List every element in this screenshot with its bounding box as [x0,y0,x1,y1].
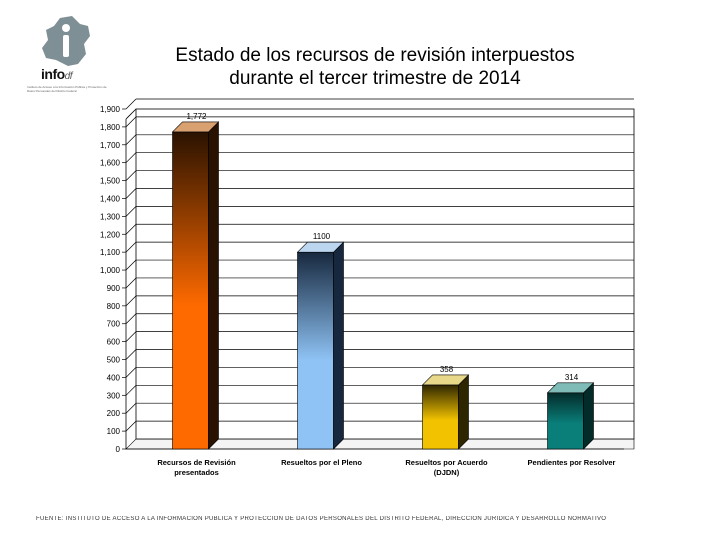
y-tick-label: 1,500 [100,177,121,186]
category-label: Pendientes por Resolver [528,458,616,467]
y-tick-label: 1,000 [100,266,121,275]
bar-front [547,392,584,450]
gridline-depth [125,313,137,324]
gridline-depth [125,349,137,360]
y-tick-label: 800 [107,302,121,311]
bar-front [422,384,459,450]
y-tick-label: 200 [107,409,121,418]
data-label: 314 [565,373,579,382]
y-tick-label: 400 [107,373,121,382]
logo-info-stem [63,35,69,57]
bar-side [208,121,219,450]
category-label: Resueltos por el Pleno [281,458,362,467]
gridline-depth [125,116,137,128]
category-label: (DJDN) [434,468,460,477]
chart-title: Estado de los recursos de revisión inter… [130,44,620,90]
bar-side [333,241,344,450]
y-tick-label: 1,200 [100,230,121,239]
gridline-depth [125,295,137,307]
y-tick-label: 1,100 [100,248,121,257]
gridline-depth [125,259,137,271]
data-label: 358 [440,365,454,374]
category-label: Resueltos por Acuerdo [405,458,488,467]
gridline-depth [125,152,137,163]
y-tick-label: 1,900 [100,105,121,114]
data-label: 1100 [313,232,331,241]
gridline-depth [125,206,137,217]
bar-top [171,121,220,133]
category-label: presentados [174,468,219,477]
y-tick-label: 600 [107,338,121,347]
gridline-depth [125,170,137,181]
logo-tagline: Instituto de Acceso a la Información Púb… [27,85,107,93]
y-tick-label: 700 [107,320,121,329]
bar-front [297,251,334,450]
gridline-depth [125,402,137,414]
data-label: 1,772 [186,112,207,121]
chart-title-line2: durante el tercer trimestre de 2014 [229,68,521,89]
y-tick-label: 300 [107,391,121,400]
y-tick-label: 1,700 [100,141,121,150]
bar-side [458,374,469,450]
gridline-depth [125,367,137,378]
bar-side [583,382,594,450]
gridline-depth [125,277,137,289]
gridline-depth [125,420,137,432]
infodf-logo [42,16,90,66]
logo-wordmark: infodf [41,66,73,82]
y-tick-label: 1,400 [100,194,121,203]
bar-top [421,374,470,386]
gridline-depth [125,241,137,253]
gridline-depth [125,224,137,235]
logo-info-dot [62,24,70,32]
y-tick-label: 1,300 [100,212,121,221]
bar-front [172,131,209,450]
y-tick-label: 1,600 [100,159,121,168]
chart-plot-area [135,108,635,440]
y-axis-depth [125,108,137,120]
category-label: Recursos de Revisión [157,458,236,467]
bar-top [296,241,345,253]
y-tick-label: 1,800 [100,123,121,132]
gridline-depth [125,188,137,199]
y-tick-label: 100 [107,427,121,436]
gridline-depth [125,331,137,342]
logo-sub: df [64,71,73,82]
logo-text: info [41,66,65,82]
gridline-depth [125,134,137,146]
gridline-depth [125,385,137,396]
y-tick-label: 0 [116,445,121,454]
gridline-depth [125,98,137,110]
chart-title-line1: Estado de los recursos de revisión inter… [175,45,575,66]
source-footnote: FUENTE: INSTITUTO DE ACCESO A LA INFORMA… [36,516,607,522]
y-tick-label: 500 [107,356,121,365]
bar-top [546,382,595,394]
y-tick-label: 900 [107,284,121,293]
